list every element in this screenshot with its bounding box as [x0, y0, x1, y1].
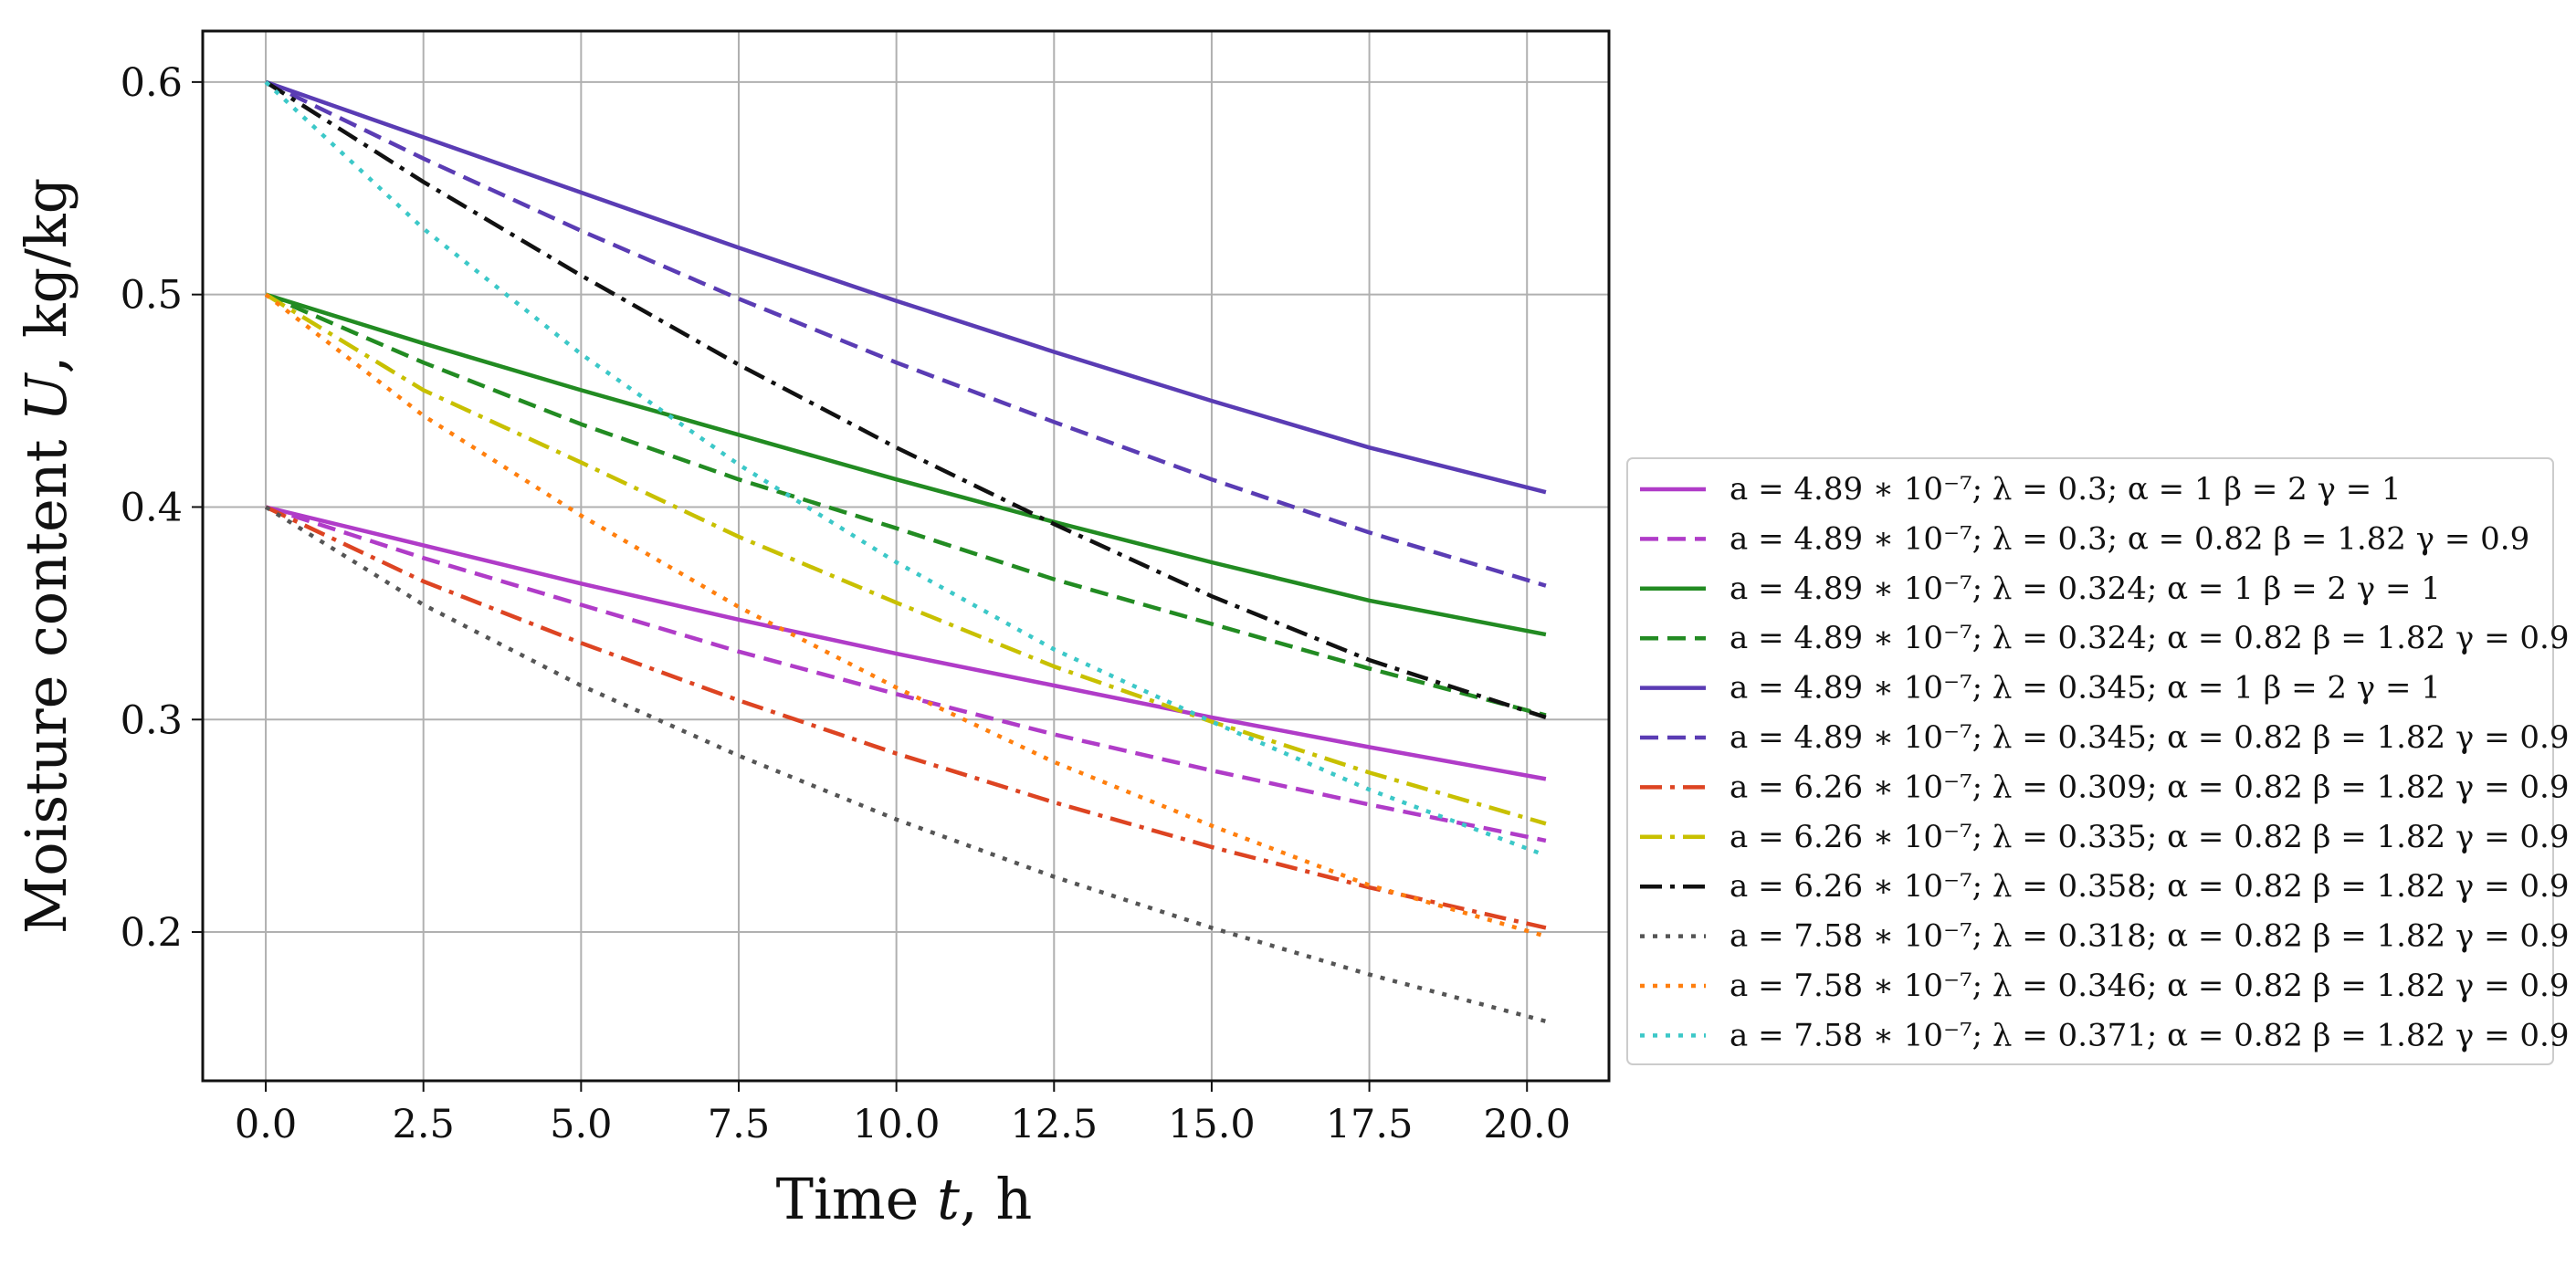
- legend: a = 4.89 ∗ 10⁻⁷; λ = 0.3; α = 1 β = 2 γ …: [1626, 457, 2570, 1065]
- series-line-11: [264, 292, 1547, 938]
- series-line-3: [265, 292, 1547, 637]
- x-tick-label: 10.0: [853, 1102, 941, 1147]
- legend-item: a = 7.58 ∗ 10⁻⁷; λ = 0.371; α = 0.82 β =…: [1640, 1017, 2570, 1053]
- legend-item: a = 7.58 ∗ 10⁻⁷; λ = 0.318; α = 0.82 β =…: [1640, 918, 2570, 955]
- x-tick-label: 2.5: [393, 1102, 455, 1147]
- x-tick-label: 0.0: [235, 1102, 297, 1147]
- series-line-10: [264, 505, 1547, 1023]
- x-tick-label: 12.5: [1010, 1102, 1098, 1147]
- legend-frame: [1626, 457, 2554, 1065]
- legend-item: a = 4.89 ∗ 10⁻⁷; λ = 0.324; α = 0.82 β =…: [1640, 620, 2570, 656]
- legend-item: a = 4.89 ∗ 10⁻⁷; λ = 0.3; α = 1 β = 2 γ …: [1640, 471, 2402, 508]
- series-line-6: [265, 79, 1547, 588]
- legend-label: a = 4.89 ∗ 10⁻⁷; λ = 0.345; α = 1 β = 2 …: [1730, 670, 2441, 707]
- x-tick-label: 7.5: [708, 1102, 770, 1147]
- grid: [203, 31, 1609, 1081]
- x-tick-label: 17.5: [1326, 1102, 1414, 1147]
- legend-label: a = 7.58 ∗ 10⁻⁷; λ = 0.318; α = 0.82 β =…: [1730, 918, 2570, 955]
- legend-item: a = 4.89 ∗ 10⁻⁷; λ = 0.345; α = 0.82 β =…: [1640, 719, 2570, 756]
- legend-label: a = 4.89 ∗ 10⁻⁷; λ = 0.324; α = 0.82 β =…: [1730, 620, 2570, 656]
- series-line-1: [265, 505, 1547, 781]
- plot-area-frame: [201, 29, 1611, 1083]
- x-axis-title: Time t, h: [776, 1166, 1033, 1232]
- series-line-12: [264, 80, 1547, 858]
- legend-item: a = 4.89 ∗ 10⁻⁷; λ = 0.324; α = 1 β = 2 …: [1640, 571, 2441, 607]
- series-lines: [264, 79, 1547, 1023]
- legend-label: a = 4.89 ∗ 10⁻⁷; λ = 0.324; α = 1 β = 2 …: [1730, 571, 2441, 607]
- series-line-4: [265, 292, 1547, 717]
- legend-label: a = 4.89 ∗ 10⁻⁷; λ = 0.3; α = 0.82 β = 1…: [1730, 520, 2529, 557]
- legend-label: a = 6.26 ∗ 10⁻⁷; λ = 0.309; α = 0.82 β =…: [1730, 769, 2570, 805]
- legend-item: a = 4.89 ∗ 10⁻⁷; λ = 0.345; α = 1 β = 2 …: [1640, 670, 2441, 707]
- y-axis-title: Moisture content U, kg/kg: [13, 178, 79, 935]
- x-tick-label: 20.0: [1483, 1102, 1571, 1147]
- legend-label: a = 4.89 ∗ 10⁻⁷; λ = 0.3; α = 1 β = 2 γ …: [1730, 471, 2402, 508]
- series-line-8: [264, 292, 1547, 826]
- legend-item: a = 6.26 ∗ 10⁻⁷; λ = 0.335; α = 0.82 β =…: [1640, 819, 2570, 855]
- legend-item: a = 4.89 ∗ 10⁻⁷; λ = 0.3; α = 0.82 β = 1…: [1640, 520, 2529, 557]
- legend-label: a = 4.89 ∗ 10⁻⁷; λ = 0.345; α = 0.82 β =…: [1730, 719, 2570, 756]
- x-tick-label: 15.0: [1168, 1102, 1256, 1147]
- series-line-7: [265, 505, 1547, 930]
- y-axis-ticks: 0.2 0.3 0.4 0.5 0.6: [121, 60, 203, 956]
- y-tick-label: 0.5: [121, 273, 183, 319]
- legend-label: a = 6.26 ∗ 10⁻⁷; λ = 0.335; α = 0.82 β =…: [1730, 819, 2570, 855]
- y-tick-label: 0.2: [121, 910, 183, 956]
- series-line-5: [265, 79, 1547, 495]
- series-line-2: [265, 505, 1547, 843]
- x-tick-label: 5.0: [550, 1102, 612, 1147]
- legend-item: a = 6.26 ∗ 10⁻⁷; λ = 0.358; α = 0.82 β =…: [1640, 868, 2570, 905]
- y-tick-label: 0.4: [121, 485, 183, 530]
- y-tick-label: 0.3: [121, 697, 183, 743]
- legend-label: a = 7.58 ∗ 10⁻⁷; λ = 0.346; α = 0.82 β =…: [1730, 968, 2570, 1004]
- legend-item: a = 6.26 ∗ 10⁻⁷; λ = 0.309; α = 0.82 β =…: [1640, 769, 2570, 805]
- x-axis-ticks: 0.0 2.5 5.0 7.5 10.0 12.5 15.0 17.5 20.0: [235, 1081, 1571, 1147]
- series-line-9: [264, 79, 1547, 720]
- legend-label: a = 6.26 ∗ 10⁻⁷; λ = 0.358; α = 0.82 β =…: [1730, 868, 2570, 905]
- legend-label: a = 7.58 ∗ 10⁻⁷; λ = 0.371; α = 0.82 β =…: [1730, 1017, 2570, 1053]
- y-tick-label: 0.6: [121, 60, 183, 106]
- legend-item: a = 7.58 ∗ 10⁻⁷; λ = 0.346; α = 0.82 β =…: [1640, 968, 2570, 1004]
